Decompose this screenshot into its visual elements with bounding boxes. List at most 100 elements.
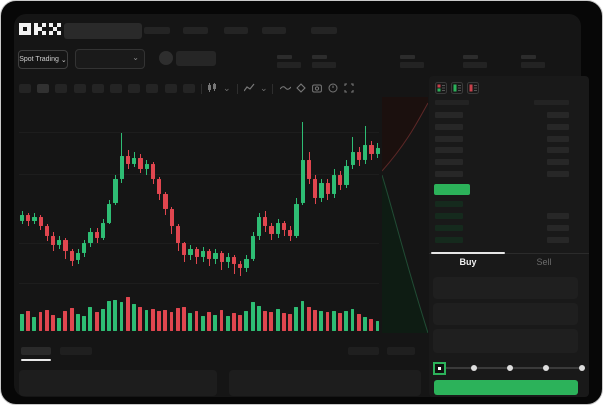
tab-buy[interactable]: Buy [459,257,477,267]
bid-row-size[interactable] [435,237,463,243]
timeframe-button-5[interactable] [91,84,104,93]
indicators-icon[interactable] [244,83,255,93]
volume-bar [200,315,205,331]
candle-body [194,249,199,257]
volume-bar [94,312,99,331]
candle-body [219,252,224,263]
chart-bottom-action-2[interactable] [387,347,415,355]
ask-row-amount[interactable] [547,123,569,130]
candlestick-chart[interactable] [19,99,381,289]
bid-row-size[interactable] [435,213,463,219]
volume-bar [32,316,37,331]
replay-icon[interactable] [328,83,338,93]
ask-row-size[interactable] [435,159,463,166]
slider-step-dot[interactable] [507,365,513,371]
volume-bar [269,312,274,331]
buy-submit-button[interactable] [434,380,578,395]
amount-input[interactable] [433,303,578,325]
candle-body [150,163,156,179]
candle-body [44,226,49,236]
orderbook-header-amount [534,100,569,105]
candle-body [175,226,181,244]
draw-icon[interactable] [296,83,306,93]
timeframe-button-8[interactable] [146,84,159,93]
ask-row-size[interactable] [435,171,463,177]
line-tool-icon[interactable] [280,83,291,93]
nav-item-2[interactable] [183,27,208,34]
chart-bottom-action-1[interactable] [348,347,379,355]
book-combined-icon[interactable] [435,81,447,94]
bid-row-amount[interactable] [547,237,569,243]
ask-row-amount[interactable] [547,147,569,154]
volume-bar [263,310,268,331]
bid-row-size[interactable] [435,201,463,207]
timeframe-button-1[interactable] [19,84,31,93]
search-input[interactable] [64,23,142,39]
price-input[interactable] [433,277,578,299]
book-bids-icon[interactable] [451,81,463,94]
bid-row-amount[interactable] [547,213,569,219]
market-type-selector[interactable]: Spot Trading ⌄ [18,50,68,69]
candle-body [238,264,243,269]
tab-sell[interactable]: Sell [536,257,552,267]
ask-row-size[interactable] [435,112,463,118]
buy-tab-indicator [431,252,505,254]
trading-pair-select[interactable]: ⌄ [75,49,145,69]
chart-gridline [19,174,379,175]
stat-low-24h [463,55,493,69]
volume-bar [338,313,342,331]
bid-row-amount[interactable] [547,225,569,231]
chart-bottom-tab-1[interactable] [21,347,51,355]
chart-gridline [19,243,379,244]
ask-row-size[interactable] [435,147,463,154]
candle-wick [240,260,242,276]
timeframe-button-4[interactable] [73,84,86,93]
fullscreen-icon[interactable] [344,83,354,93]
candle-body [125,156,131,164]
ask-row-size[interactable] [435,123,463,130]
ask-row-amount[interactable] [547,171,569,177]
chart-bottom-tab-2[interactable] [60,347,92,355]
volume-bar [213,314,218,331]
chevron-down-icon[interactable]: ⌄ [260,83,268,93]
candle-type-icon[interactable] [207,83,218,93]
slider-step-dot[interactable] [471,365,477,371]
book-asks-icon[interactable] [467,81,479,94]
ask-row-amount[interactable] [547,159,569,166]
candle-body [300,159,305,204]
ask-row-amount[interactable] [547,135,569,142]
slider-handle[interactable] [432,362,446,375]
volume-bar [363,316,367,331]
ask-row-amount[interactable] [547,112,569,118]
timeframe-button-7[interactable] [128,84,141,93]
candle-body [163,194,168,210]
pair-action-button[interactable] [176,51,216,66]
candle-body [269,226,274,234]
candle-body [281,222,287,231]
volume-bar [63,310,68,331]
candle-body [313,178,318,198]
camera-icon[interactable] [312,83,322,93]
slider-step-dot[interactable] [543,365,549,371]
ask-row-size[interactable] [435,135,463,142]
nav-item-1[interactable] [144,27,170,34]
nav-item-3[interactable] [224,27,248,34]
bid-row-size[interactable] [435,225,463,231]
timeframe-button-9[interactable] [164,84,177,93]
last-price-badge[interactable] [434,184,470,195]
slider-step-dot[interactable] [579,365,585,371]
toolbar-divider [201,84,202,94]
orders-panel-placeholder [19,370,217,396]
volume-bar [38,312,43,331]
timeframe-button-3[interactable] [55,84,68,93]
timeframe-button-2[interactable] [37,84,50,93]
timeframe-button-6[interactable] [110,84,122,93]
chevron-down-icon: ⌄ [60,56,67,64]
logo-letter-o [19,23,31,35]
nav-item-4[interactable] [262,27,286,34]
total-input[interactable] [433,329,578,353]
nav-item-5[interactable] [311,27,337,34]
chevron-down-icon[interactable]: ⌄ [223,83,231,93]
timeframe-button-10[interactable] [182,84,195,93]
candle-body [169,209,174,227]
